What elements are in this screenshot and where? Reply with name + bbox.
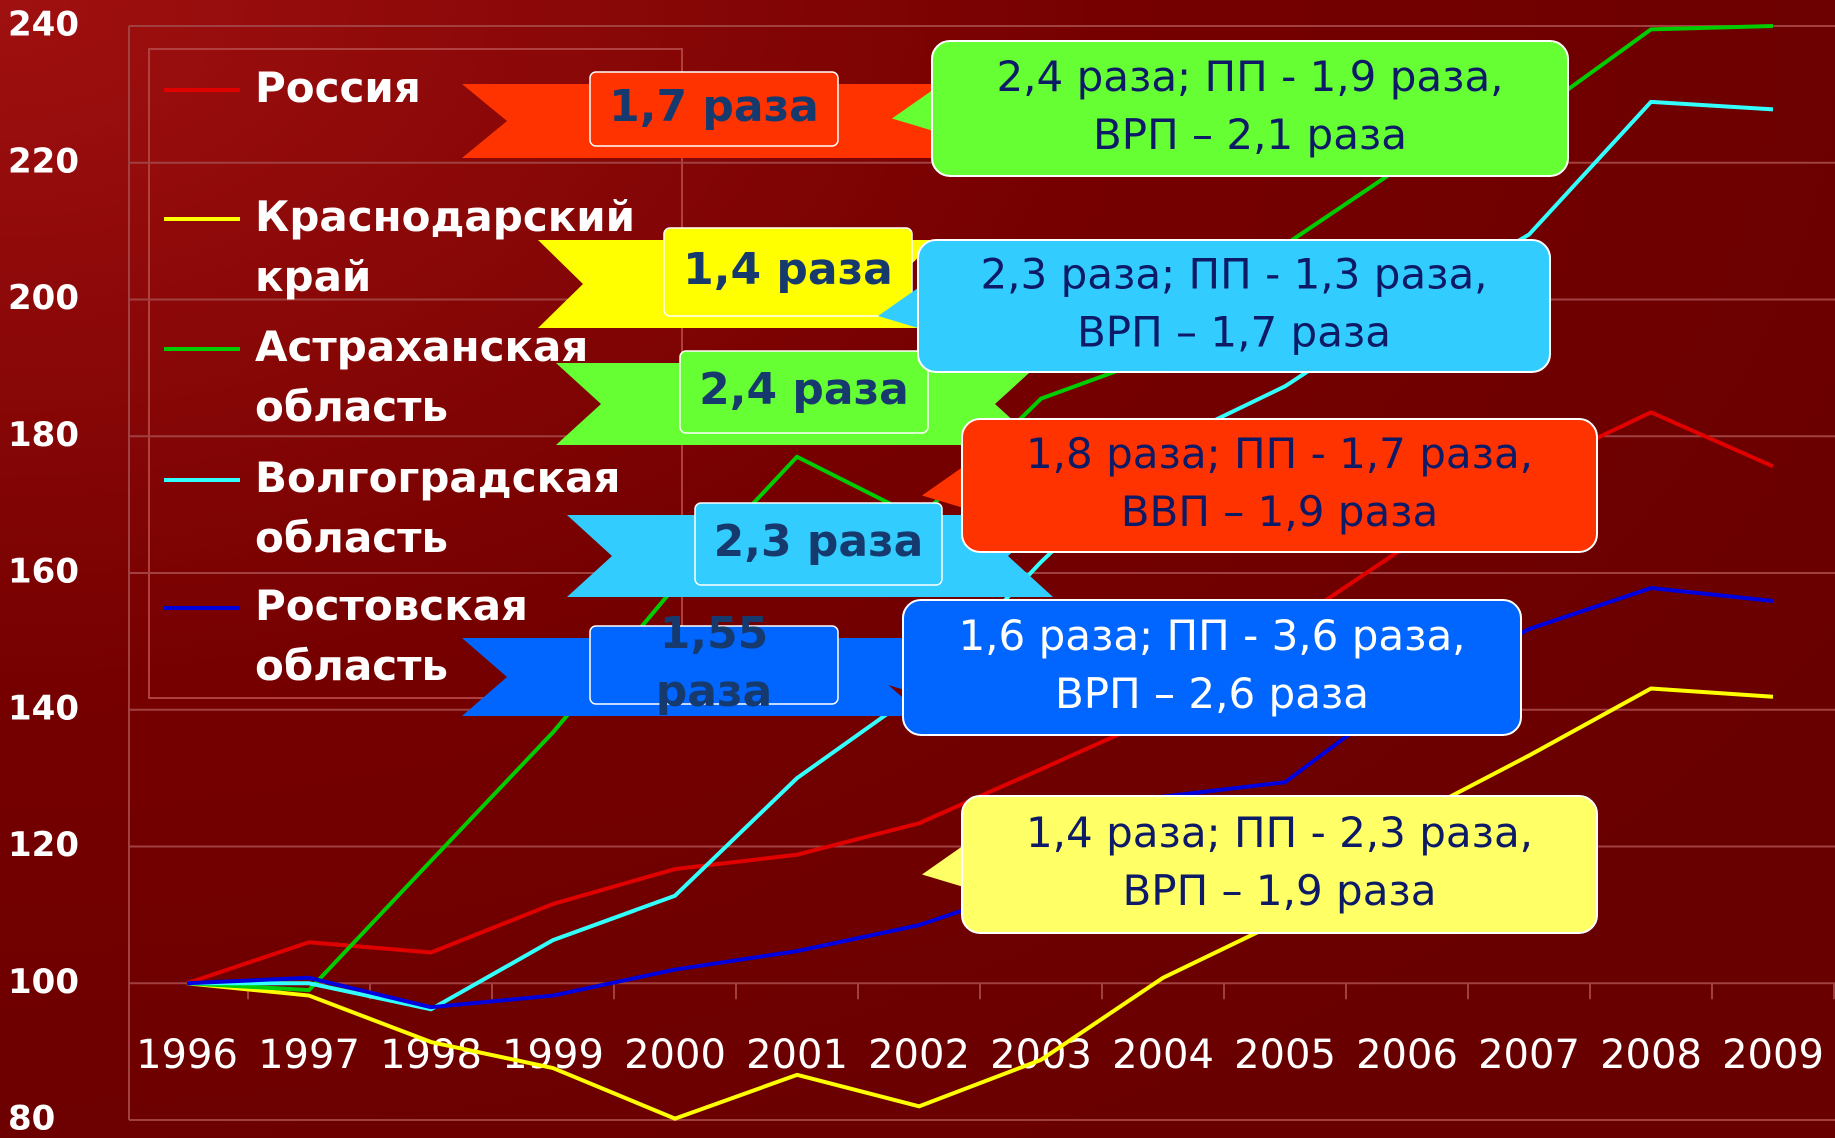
callout-label: ВРП – 1,7 раза xyxy=(1077,308,1391,357)
ribbon-label: 1,55 xyxy=(660,608,769,659)
x-tick-label: 1996 xyxy=(136,1032,238,1078)
x-tick-label: 2004 xyxy=(1112,1032,1214,1078)
ribbon-label: раза xyxy=(656,666,772,717)
x-tick-label: 2006 xyxy=(1356,1032,1458,1078)
x-tick-label: 2009 xyxy=(1722,1032,1824,1078)
x-tick-label: 2001 xyxy=(746,1032,848,1078)
callout-tail xyxy=(863,642,913,693)
ribbon-center xyxy=(589,71,839,147)
callout xyxy=(931,40,1569,177)
y-tick-label: 140 xyxy=(8,688,79,728)
callout-label: ВРП – 2,1 раза xyxy=(1093,110,1407,159)
callout-label: ВРП – 1,9 раза xyxy=(1122,866,1436,915)
callout-tail xyxy=(892,83,942,134)
y-tick-label: 80 xyxy=(8,1099,55,1138)
ribbon-center xyxy=(679,350,929,434)
x-tick-label: 2007 xyxy=(1478,1032,1580,1078)
ribbon-center xyxy=(663,227,913,317)
ribbon-label: 1,4 раза xyxy=(683,244,893,295)
legend-label: Волгоградская область xyxy=(255,453,620,562)
ribbon-label: 1,7 раза xyxy=(609,81,819,132)
y-tick-label: 240 xyxy=(8,5,79,45)
x-tick-label: 1999 xyxy=(502,1032,604,1078)
x-tick-label: 2002 xyxy=(868,1032,970,1078)
callout-label: ВРП – 2,6 раза xyxy=(1055,669,1369,718)
x-tick-label: 2005 xyxy=(1234,1032,1336,1078)
callout xyxy=(961,418,1598,553)
legend-label: Краснодарский край xyxy=(255,192,635,301)
callout-tail xyxy=(878,281,928,331)
x-tick-label: 2000 xyxy=(624,1032,726,1078)
x-tick-label: 2003 xyxy=(990,1032,1092,1078)
x-tick-label: 1997 xyxy=(258,1032,360,1078)
x-tick-label: 1998 xyxy=(380,1032,482,1078)
callout-label: 1,4 раза; ПП - 2,3 раза, xyxy=(1026,808,1533,857)
x-tick-label: 2008 xyxy=(1600,1032,1702,1078)
y-tick-label: 160 xyxy=(8,552,79,592)
y-tick-label: 200 xyxy=(8,278,79,318)
series-line xyxy=(186,686,1774,1121)
legend-label: Астраханская область xyxy=(255,322,588,431)
ribbon-center xyxy=(589,625,839,705)
y-tick-label: 100 xyxy=(8,962,79,1002)
y-tick-label: 220 xyxy=(8,141,79,181)
callout-label: 1,8 раза; ПП - 1,7 раза, xyxy=(1026,429,1533,478)
callout xyxy=(902,599,1522,736)
ribbon-label: 2,4 раза xyxy=(699,364,909,415)
legend-label: Россия xyxy=(255,63,421,112)
callout-tail xyxy=(922,839,972,890)
callout-label: 2,4 раза; ПП - 1,9 раза, xyxy=(996,52,1503,101)
callout-label: 1,6 раза; ПП - 3,6 раза, xyxy=(958,611,1465,660)
ribbon-center xyxy=(694,502,943,586)
ribbon-label: 2,3 раза xyxy=(714,516,924,567)
legend-label: Ростовская область xyxy=(255,581,528,690)
y-tick-label: 180 xyxy=(8,415,79,455)
callout-label: 2,3 раза; ПП - 1,3 раза, xyxy=(980,250,1487,299)
callout-label: ВВП – 1,9 раза xyxy=(1121,487,1439,536)
callout xyxy=(917,239,1551,373)
callout-tail xyxy=(922,460,972,511)
y-tick-label: 120 xyxy=(8,825,79,865)
callout xyxy=(961,795,1598,934)
